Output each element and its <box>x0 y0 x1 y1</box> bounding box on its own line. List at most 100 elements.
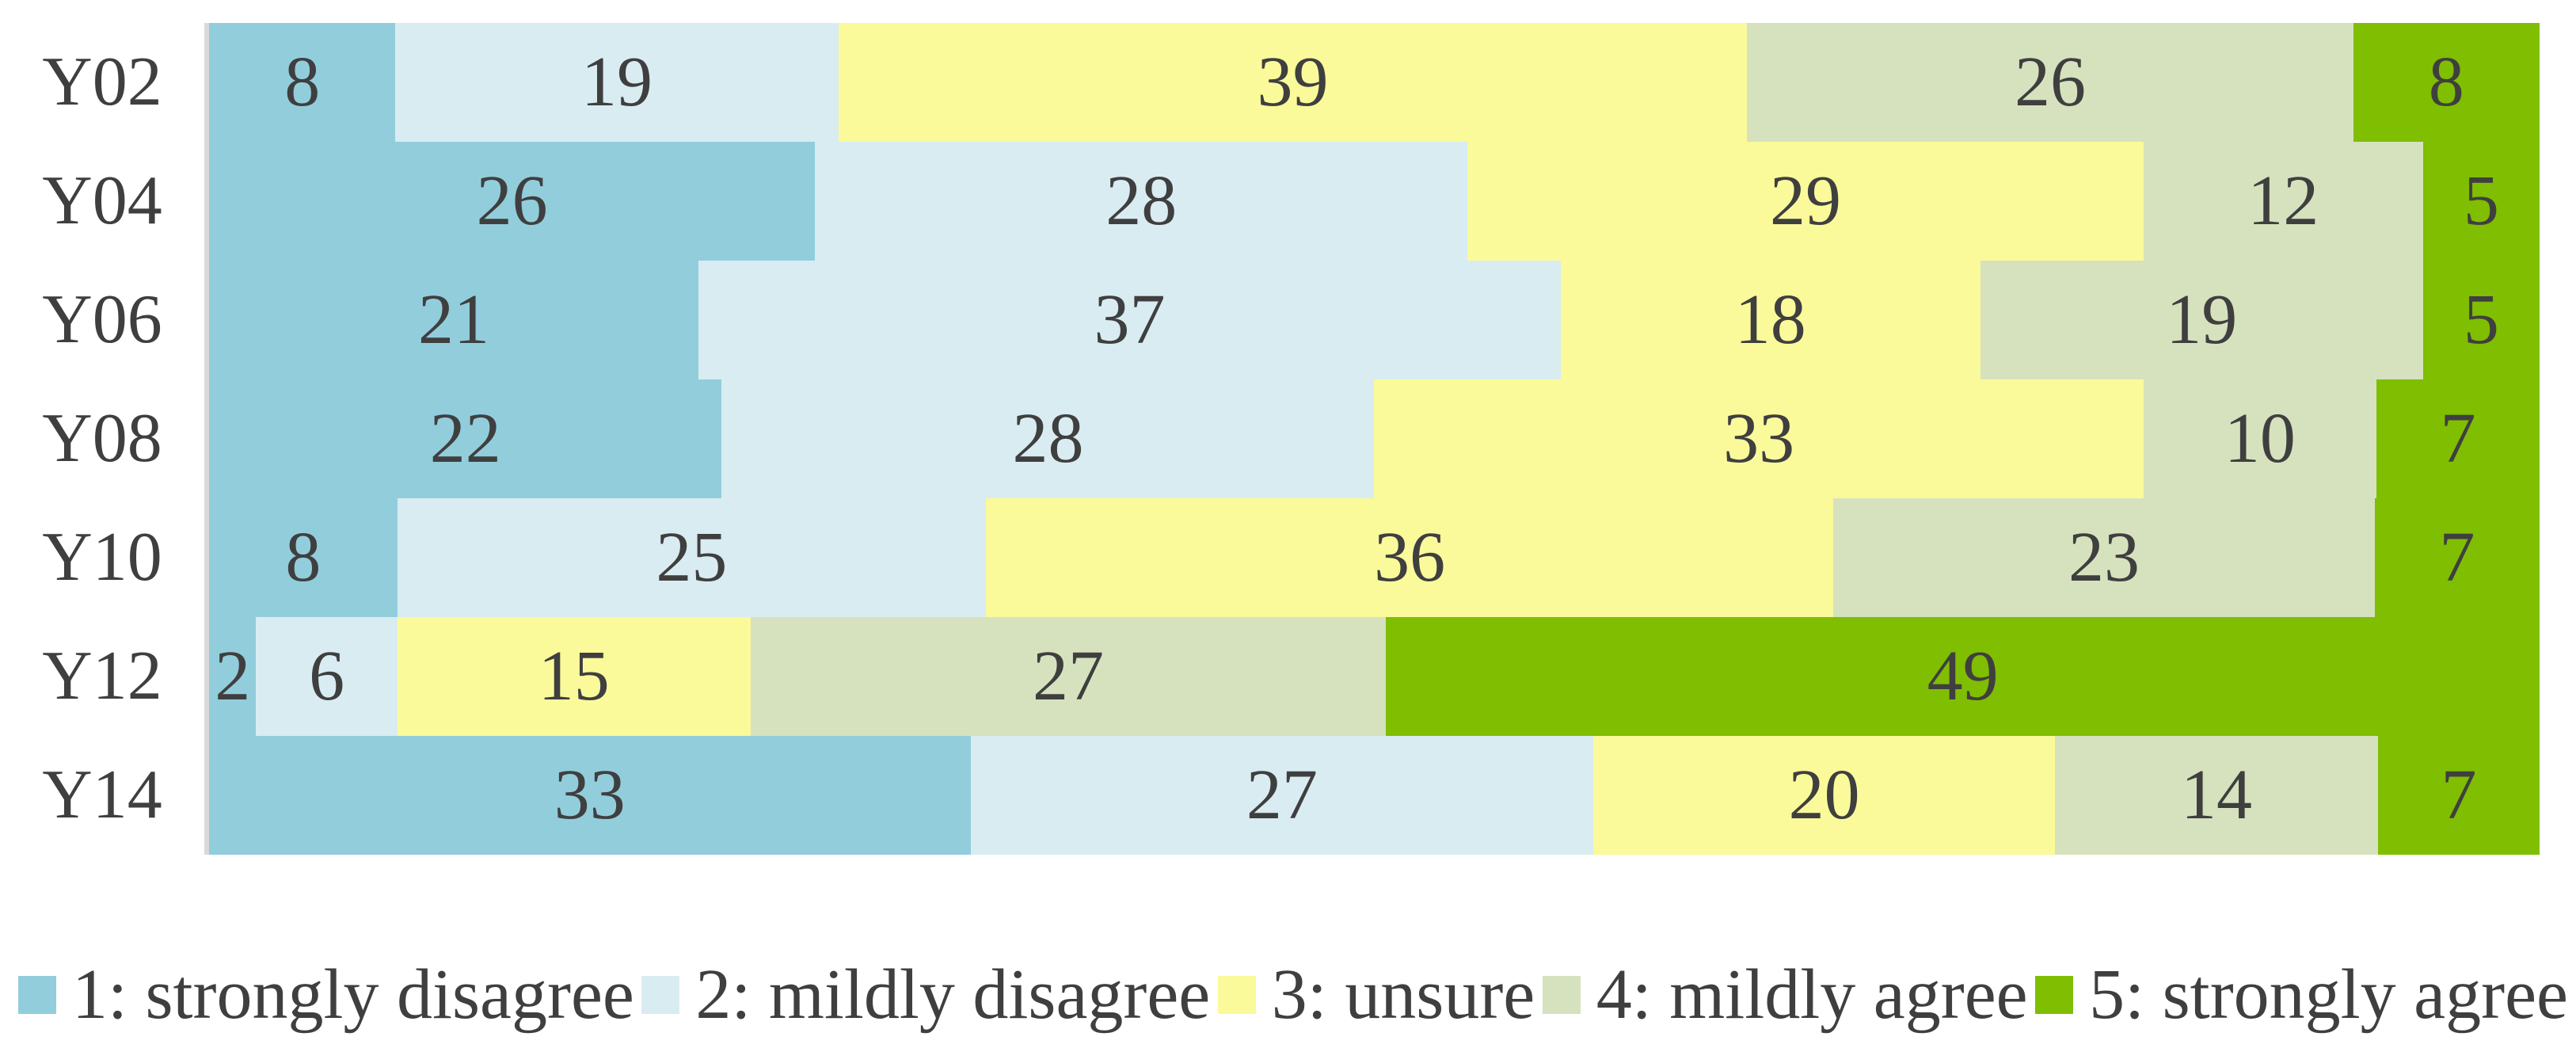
bar-segment: 27 <box>970 736 1594 855</box>
stacked-bar: 8 25 36 23 7 <box>204 498 2540 617</box>
data-label: 8 <box>2428 43 2464 121</box>
bar-segment: 19 <box>1980 261 2423 379</box>
data-label: 28 <box>1012 399 1084 478</box>
data-label: 26 <box>476 162 548 240</box>
data-label: 18 <box>1734 280 1806 359</box>
bar-segment: 49 <box>1386 617 2540 736</box>
stacked-bar: 22 28 33 10 7 <box>204 379 2540 498</box>
data-label: 33 <box>1723 399 1795 478</box>
data-label: 27 <box>1246 756 1318 834</box>
bar-segment: 27 <box>750 617 1387 736</box>
data-label: 2 <box>215 637 251 715</box>
bar-segment: 6 <box>256 617 398 736</box>
data-label: 5 <box>2463 162 2499 240</box>
data-label: 7 <box>2441 756 2477 834</box>
bar-segment: 18 <box>1560 261 1981 379</box>
bar-segment: 5 <box>2422 142 2540 261</box>
data-label: 12 <box>2247 162 2319 240</box>
bar-segment: 19 <box>395 23 839 142</box>
data-label: 22 <box>429 399 501 478</box>
bar-segment: 8 <box>209 23 396 142</box>
data-label: 19 <box>2166 280 2238 359</box>
data-label: 8 <box>285 518 322 596</box>
chart-row: Y02 8 19 39 26 8 <box>0 23 2540 142</box>
chart-row: Y12 2 6 15 27 49 <box>0 617 2540 736</box>
chart-legend: 1: strongly disagree 2: mildly disagree 3:… <box>0 959 2576 1031</box>
data-label: 15 <box>538 637 610 715</box>
stacked-bar: 26 28 29 12 5 <box>204 142 2540 261</box>
legend-item: 5: strongly agree <box>2035 959 2568 1031</box>
legend-item: 3: unsure <box>1217 955 1535 1034</box>
data-label: 29 <box>1769 162 1841 240</box>
y-axis-label: Y10 <box>42 519 162 596</box>
bar-segment: 22 <box>209 379 722 498</box>
legend-item: 1: strongly disagree <box>18 959 634 1031</box>
data-label: 36 <box>1374 518 1446 596</box>
bar-segment: 36 <box>985 498 1834 617</box>
stacked-bar: 33 27 20 14 7 <box>204 736 2540 855</box>
y-axis-label: Y04 <box>42 162 162 239</box>
y-axis-label: Y06 <box>42 281 162 358</box>
bar-segment: 37 <box>698 261 1561 379</box>
data-label: 28 <box>1105 162 1178 240</box>
legend-item: 4: mildly agree <box>1542 955 2028 1034</box>
legend-swatch-icon <box>1542 976 1581 1014</box>
data-label: 23 <box>2068 518 2140 596</box>
y-axis-label: Y12 <box>42 638 162 715</box>
bar-segment: 21 <box>209 261 699 379</box>
legend-label: 5: strongly agree <box>2089 955 2568 1034</box>
y-axis-label: Y14 <box>42 756 162 833</box>
bar-segment: 8 <box>2353 23 2540 142</box>
data-label: 14 <box>2181 756 2253 834</box>
bar-segment: 15 <box>397 617 751 736</box>
legend-swatch-icon <box>2035 976 2074 1014</box>
bar-segment: 5 <box>2422 261 2540 379</box>
bar-segment: 7 <box>2378 736 2540 855</box>
legend-swatch-icon <box>1217 976 1256 1014</box>
bar-segment: 29 <box>1467 142 2144 261</box>
data-label: 39 <box>1257 43 1329 121</box>
y-axis-label: Y02 <box>42 44 162 120</box>
bar-segment: 26 <box>1747 23 2353 142</box>
data-label: 49 <box>1927 637 1999 715</box>
bar-segment: 10 <box>2143 379 2376 498</box>
bar-segment: 2 <box>209 617 257 736</box>
chart-row: Y06 21 37 18 19 5 <box>0 261 2540 379</box>
stacked-bar: 21 37 18 19 5 <box>204 261 2540 379</box>
bar-segment: 26 <box>209 142 816 261</box>
data-label: 7 <box>2440 399 2476 478</box>
legend-label: 4: mildly agree <box>1596 955 2028 1034</box>
data-label: 26 <box>2014 43 2086 121</box>
data-label: 21 <box>418 280 489 359</box>
bar-segment: 25 <box>397 498 986 617</box>
chart-row: Y10 8 25 36 23 7 <box>0 498 2540 617</box>
bar-segment: 8 <box>209 498 398 617</box>
data-label: 7 <box>2439 518 2475 596</box>
data-label: 8 <box>284 43 321 121</box>
data-label: 10 <box>2224 399 2296 478</box>
bar-segment: 28 <box>721 379 1375 498</box>
bar-segment: 23 <box>1833 498 2375 617</box>
bar-segment: 12 <box>2143 142 2423 261</box>
bar-segment: 33 <box>1374 379 2144 498</box>
chart-row: Y04 26 28 29 12 5 <box>0 142 2540 261</box>
bar-segment: 14 <box>2055 736 2378 855</box>
legend-item: 2: mildly disagree <box>641 959 1210 1031</box>
legend-label: 2: mildly disagree <box>695 955 1211 1034</box>
data-label: 25 <box>656 518 728 596</box>
data-label: 27 <box>1033 637 1105 715</box>
y-axis-label: Y08 <box>42 400 162 477</box>
bar-segment: 39 <box>838 23 1748 142</box>
stacked-bar: 2 6 15 27 49 <box>204 617 2540 736</box>
bar-segment: 7 <box>2374 498 2540 617</box>
bar-segment: 7 <box>2376 379 2540 498</box>
legend-label: 1: strongly disagree <box>72 955 634 1034</box>
legend-swatch-icon <box>641 976 680 1014</box>
data-label: 33 <box>554 756 626 834</box>
data-label: 5 <box>2463 280 2499 359</box>
data-label: 20 <box>1788 756 1860 834</box>
chart-row: Y08 22 28 33 10 7 <box>0 379 2540 498</box>
legend-label: 3: unsure <box>1271 955 1535 1034</box>
stacked-bar: 8 19 39 26 8 <box>204 23 2540 142</box>
